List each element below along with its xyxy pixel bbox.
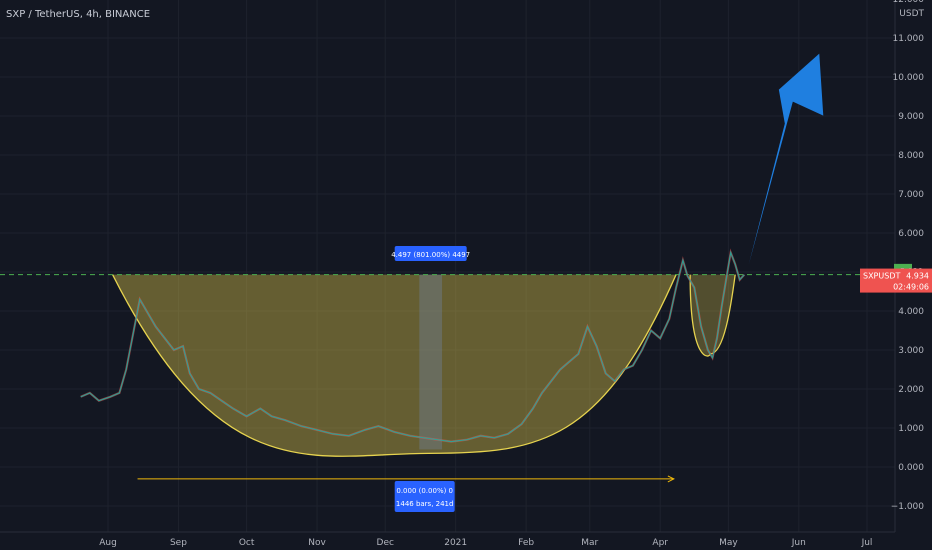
range-label-line2: 1446 bars, 241d: [396, 500, 454, 508]
range-label-box: [394, 481, 455, 512]
price-tag-symbol: SXPUSDT: [863, 272, 900, 281]
price-tag-box: [860, 268, 932, 293]
y-tick-label: 12.000: [893, 0, 925, 5]
symbol-title: SXP / TetherUS, 4h, BINANCE: [6, 9, 150, 20]
range-label-line1: 0.000 (0.00%) 0: [396, 487, 453, 495]
x-tick-label: Apr: [652, 538, 668, 548]
x-tick-label: Nov: [308, 538, 326, 548]
measure-label-box: [394, 246, 467, 261]
blue-arrow: [748, 53, 824, 265]
y-tick-label: 9.000: [898, 112, 924, 122]
x-tick-label: Feb: [518, 538, 534, 548]
y-axis[interactable]: 12.00011.00010.0009.0008.0007.0006.0005.…: [860, 0, 932, 550]
x-tick-label: Dec: [377, 538, 394, 548]
y-tick-label: 8.000: [898, 151, 924, 161]
price-tag-value: 4.934: [906, 272, 929, 281]
y-tick-label: 2.000: [898, 385, 924, 395]
x-tick-label: Sep: [170, 538, 187, 548]
x-tick-label: Jul: [861, 538, 873, 548]
price-tag-timer: 02:49:06: [893, 283, 929, 292]
y-tick-label: 6.000: [898, 229, 924, 239]
y-tick-label: 0.000: [898, 463, 924, 473]
x-tick-label: May: [719, 538, 738, 548]
measure-label: 4.497 (801.00%) 4497: [391, 251, 470, 259]
range-arrow-head: [667, 475, 675, 483]
y-tick-label: −1.000: [891, 502, 925, 512]
y-tick-label: 11.000: [893, 34, 925, 44]
cup-arc: [111, 274, 677, 457]
axis-currency-label: USDT: [899, 9, 924, 19]
measure-band: [419, 274, 443, 450]
x-tick-label: Jun: [791, 538, 806, 548]
x-tick-label: Aug: [99, 538, 117, 548]
cup-fill: [112, 274, 677, 457]
x-axis: Aug Sep Oct Nov Dec 2021 Feb Mar Apr May Jun Jul: [0, 531, 932, 548]
chart-drawings: [0, 274, 895, 457]
y-tick-label: 1.000: [898, 424, 924, 434]
chart-overlays: 4.497 (801.00%) 4497 0.000 (0.00%) 0 1446 …: [137, 53, 824, 512]
y-tick-label: 4.000: [898, 307, 924, 317]
x-tick-label: Mar: [581, 538, 598, 548]
price-line: [80, 250, 745, 443]
price-series: [80, 248, 746, 443]
x-tick-label: Oct: [239, 538, 255, 548]
y-tick-label: 10.000: [893, 73, 925, 83]
y-tick-label: 7.000: [898, 190, 924, 200]
y-tick-label: 3.000: [898, 346, 924, 356]
x-tick-label: 2021: [444, 538, 467, 548]
